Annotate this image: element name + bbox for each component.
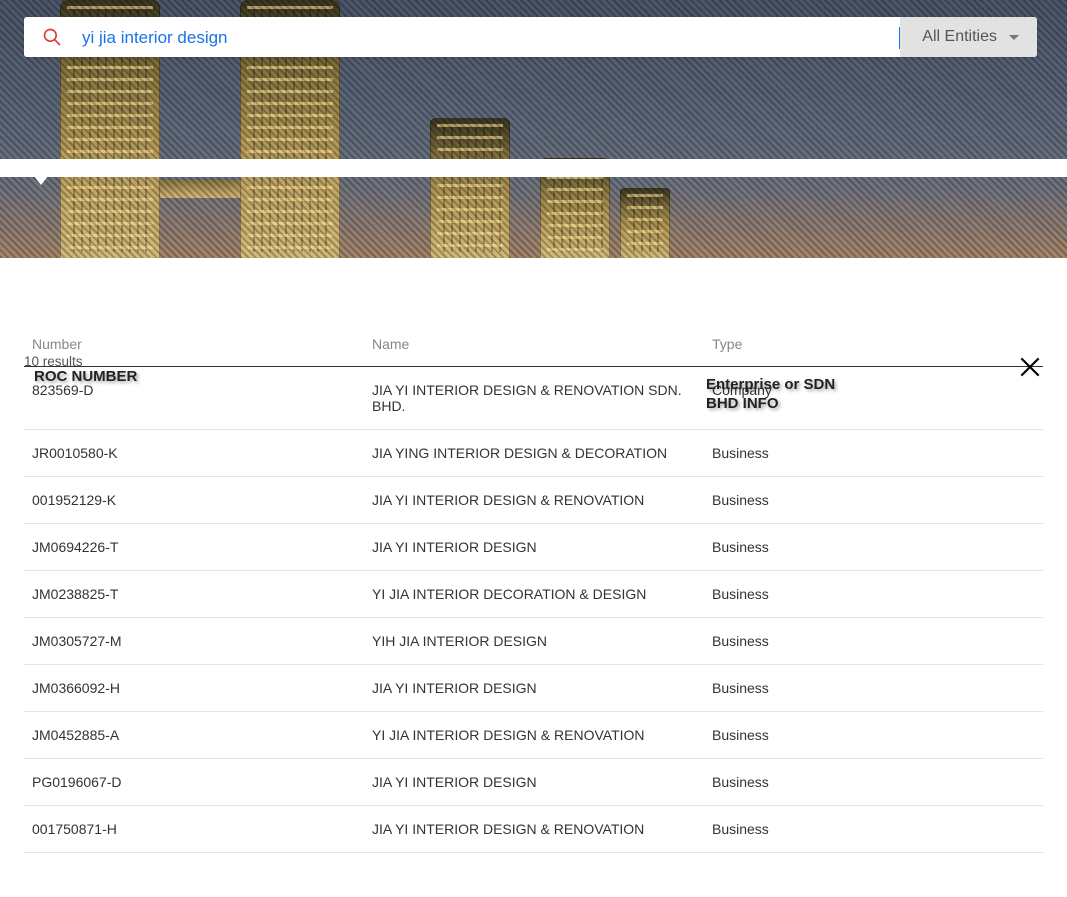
results-count: 10 results xyxy=(24,354,83,369)
table-row[interactable]: PG0196067-DJIA YI INTERIOR DESIGNBusines… xyxy=(24,759,1043,806)
cell-name: JIA YI INTERIOR DESIGN & RENOVATION SDN.… xyxy=(364,367,704,430)
cell-name: JIA YING INTERIOR DESIGN & DECORATION xyxy=(364,430,704,477)
entity-filter-label: All Entities xyxy=(922,28,997,46)
entity-filter-dropdown[interactable]: All Entities xyxy=(900,17,1037,57)
cell-number: JM0694226-T xyxy=(24,524,364,571)
chevron-down-icon xyxy=(1009,35,1019,40)
cell-type: Business xyxy=(704,477,1043,524)
cell-number: JM0305727-M xyxy=(24,618,364,665)
banner-notch xyxy=(30,171,52,185)
cell-name: JIA YI INTERIOR DESIGN xyxy=(364,524,704,571)
cell-name: JIA YI INTERIOR DESIGN xyxy=(364,759,704,806)
table-row[interactable]: JM0366092-HJIA YI INTERIOR DESIGNBusines… xyxy=(24,665,1043,712)
table-row[interactable]: 001750871-HJIA YI INTERIOR DESIGN & RENO… xyxy=(24,806,1043,853)
cell-type: Business xyxy=(704,759,1043,806)
search-input[interactable] xyxy=(80,27,900,49)
cell-type: Business xyxy=(704,806,1043,853)
cell-name: JIA YI INTERIOR DESIGN & RENOVATION xyxy=(364,477,704,524)
cell-number: JM0238825-T xyxy=(24,571,364,618)
table-row[interactable]: 823569-DJIA YI INTERIOR DESIGN & RENOVAT… xyxy=(24,367,1043,430)
cell-type: Business xyxy=(704,712,1043,759)
table-row[interactable]: JM0452885-AYI JIA INTERIOR DESIGN & RENO… xyxy=(24,712,1043,759)
search-icon[interactable] xyxy=(24,17,80,57)
cell-number: 823569-D xyxy=(24,367,364,430)
table-row[interactable]: JM0694226-TJIA YI INTERIOR DESIGNBusines… xyxy=(24,524,1043,571)
cell-name: JIA YI INTERIOR DESIGN & RENOVATION xyxy=(364,806,704,853)
cell-type: Business xyxy=(704,524,1043,571)
table-row[interactable]: JR0010580-KJIA YING INTERIOR DESIGN & DE… xyxy=(24,430,1043,477)
cell-type: Business xyxy=(704,618,1043,665)
banner-divider xyxy=(0,159,1067,177)
cell-number: PG0196067-D xyxy=(24,759,364,806)
col-header-type: Type xyxy=(704,326,1043,367)
cell-number: 001750871-H xyxy=(24,806,364,853)
cell-name: YI JIA INTERIOR DECORATION & DESIGN xyxy=(364,571,704,618)
cell-type: Company xyxy=(704,367,1043,430)
cell-type: Business xyxy=(704,571,1043,618)
cell-number: 001952129-K xyxy=(24,477,364,524)
cell-number: JR0010580-K xyxy=(24,430,364,477)
close-icon xyxy=(1017,354,1043,380)
cell-type: Business xyxy=(704,430,1043,477)
cell-type: Business xyxy=(704,665,1043,712)
col-header-name: Name xyxy=(364,326,704,367)
cell-number: JM0366092-H xyxy=(24,665,364,712)
close-button[interactable] xyxy=(1017,354,1043,385)
search-bar: All Entities xyxy=(24,17,1037,57)
results-table: Number Name Type 823569-DJIA YI INTERIOR… xyxy=(24,326,1043,853)
cell-name: JIA YI INTERIOR DESIGN xyxy=(364,665,704,712)
cell-number: JM0452885-A xyxy=(24,712,364,759)
table-row[interactable]: JM0238825-TYI JIA INTERIOR DECORATION & … xyxy=(24,571,1043,618)
table-row[interactable]: JM0305727-MYIH JIA INTERIOR DESIGNBusine… xyxy=(24,618,1043,665)
table-row[interactable]: 001952129-KJIA YI INTERIOR DESIGN & RENO… xyxy=(24,477,1043,524)
cell-name: YIH JIA INTERIOR DESIGN xyxy=(364,618,704,665)
hero-banner: All Entities xyxy=(0,0,1067,258)
cell-name: YI JIA INTERIOR DESIGN & RENOVATION xyxy=(364,712,704,759)
results-panel: 10 results ROC NUMBER Enterprise or SDN … xyxy=(0,326,1067,853)
